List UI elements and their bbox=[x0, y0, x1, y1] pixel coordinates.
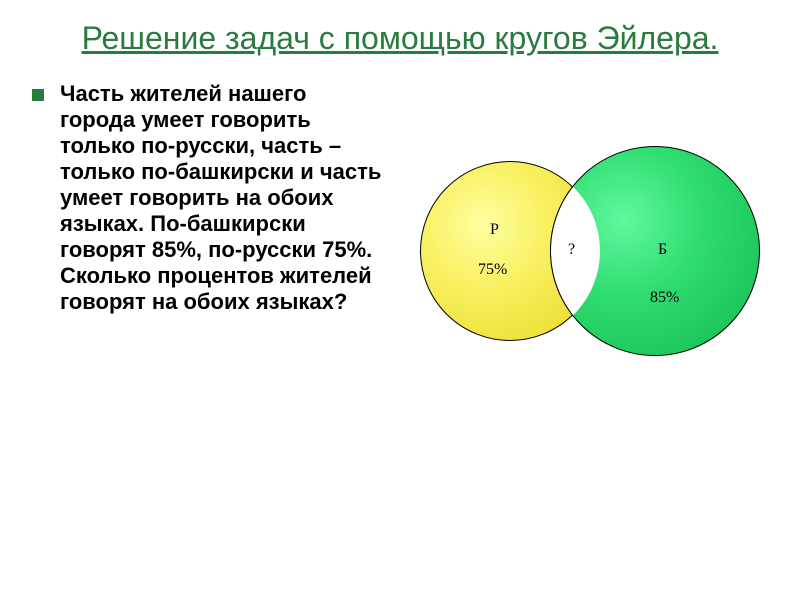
page-title: Решение задач с помощью кругов Эйлера. bbox=[0, 0, 800, 66]
content-row: Часть жителей нашего города умеет говори… bbox=[0, 66, 800, 461]
venn-diagram: Р 75% ? Б 85% bbox=[400, 121, 770, 401]
venn-label-b-value: 85% bbox=[650, 289, 679, 307]
problem-panel: Часть жителей нашего города умеет говори… bbox=[20, 81, 390, 461]
venn-label-b-letter: Б bbox=[658, 241, 667, 259]
venn-label-intersection: ? bbox=[568, 241, 575, 259]
venn-label-a-value: 75% bbox=[478, 261, 507, 279]
bullet-icon bbox=[32, 89, 44, 101]
venn-label-a-letter: Р bbox=[490, 221, 499, 239]
diagram-panel: Р 75% ? Б 85% bbox=[390, 81, 780, 461]
problem-text: Часть жителей нашего города умеет говори… bbox=[60, 81, 385, 315]
venn-circle-b bbox=[550, 146, 760, 356]
